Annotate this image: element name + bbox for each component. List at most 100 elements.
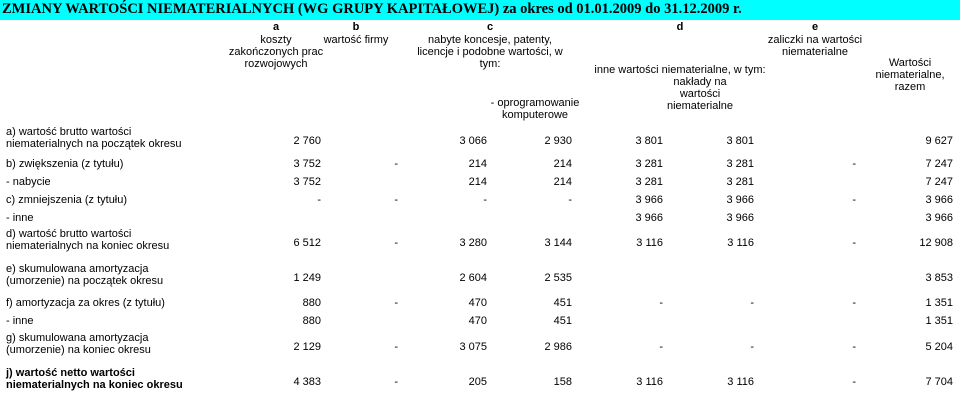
table-row: e) skumulowana amortyzacja (umorzenie) n… [0, 263, 960, 291]
row-value: 3 116 [727, 237, 754, 249]
row-value: 3 281 [635, 176, 663, 188]
row-value: 3 281 [635, 158, 663, 170]
row-value: 7 247 [925, 176, 953, 188]
row-value: 3 966 [726, 194, 754, 206]
row-value: 1 351 [925, 297, 953, 309]
row-value: 2 930 [544, 135, 572, 147]
row-value: 3 966 [726, 212, 754, 224]
row-value: 880 [302, 297, 321, 309]
row-label: j) wartość netto wartości niematerialnyc… [6, 367, 183, 391]
row-value: - [852, 237, 856, 249]
table-row: a) wartość brutto wartości niematerialny… [0, 126, 960, 154]
row-value: 9 627 [925, 135, 953, 147]
row-value: 3 966 [635, 194, 663, 206]
report-title: ZMIANY WARTOŚCI NIEMATERIALNYCH (WG GRUP… [0, 0, 960, 20]
row-value: - [852, 297, 856, 309]
row-value: 470 [468, 315, 487, 327]
row-value: 470 [468, 297, 487, 309]
row-value: 3 966 [925, 194, 953, 206]
row-value: 2 604 [459, 272, 487, 284]
row-value: - [394, 158, 398, 170]
col-total-header: Wartości niematerialne, razem [875, 57, 945, 93]
row-value: 7 247 [925, 158, 953, 170]
table-row: b) zwiększenia (z tytułu) 3 752 - 214 214 3 2… [0, 157, 960, 171]
row-label: - nabycie [6, 176, 51, 188]
table-row: c) zmniejszenia (z tytułu) - - - - 3 966 3 966… [0, 193, 960, 207]
row-label: c) zmniejszenia (z tytułu) [6, 194, 128, 206]
row-value: 6 512 [293, 237, 321, 249]
row-value: - [852, 341, 856, 353]
row-value: - [394, 237, 398, 249]
row-value: 3 144 [544, 237, 572, 249]
row-value: 451 [553, 297, 572, 309]
row-value: 2 986 [544, 341, 572, 353]
row-value: - [317, 194, 321, 206]
row-value: 158 [553, 376, 572, 388]
row-label: - inne [6, 212, 34, 224]
col-d-sub-header: nakłady na wartości niematerialne [666, 76, 734, 112]
row-label: f) amortyzacja za okres (z tytułu) [6, 297, 165, 309]
table-row: d) wartość brutto wartości niematerialny… [0, 228, 960, 256]
row-value: 205 [468, 376, 487, 388]
row-value: 3 966 [925, 212, 953, 224]
row-label: b) zwiększenia (z tytułu) [6, 158, 124, 170]
row-value: 12 908 [919, 237, 953, 249]
row-value: 214 [553, 158, 572, 170]
row-value: 2 129 [293, 341, 321, 353]
col-c-sub-header: - oprogramowanie komputerowe [490, 97, 580, 121]
row-label: d) wartość brutto wartości niematerialny… [6, 228, 170, 252]
table-row: - nabycie 3 752 214 214 3 281 3 281 7 247 [0, 175, 960, 189]
col-e-header: zaliczki na wartości niematerialne [767, 34, 863, 58]
col-b-letter: b [352, 21, 360, 33]
row-value: - [852, 194, 856, 206]
row-value: 214 [553, 176, 572, 188]
row-value: 3 116 [727, 376, 754, 388]
row-label: - inne [6, 315, 34, 327]
row-value: - [659, 341, 663, 353]
row-value: - [852, 376, 856, 388]
row-value: - [659, 297, 663, 309]
row-value: 3 075 [459, 341, 487, 353]
row-label: e) skumulowana amortyzacja (umorzenie) n… [6, 263, 164, 287]
row-value: 2 760 [293, 135, 321, 147]
row-value: - [568, 194, 572, 206]
row-value: - [750, 297, 754, 309]
table-row: g) skumulowana amortyzacja (umorzenie) n… [0, 332, 960, 360]
table-row: f) amortyzacja za okres (z tytułu) 880 - 47… [0, 296, 960, 310]
row-value: 451 [553, 315, 572, 327]
row-value: - [394, 376, 398, 388]
row-value: 3 280 [459, 237, 487, 249]
row-value: 214 [468, 176, 487, 188]
row-value: 3 281 [726, 158, 754, 170]
table-row: j) wartość netto wartości niematerialnyc… [0, 367, 960, 395]
row-value: 7 704 [925, 376, 953, 388]
row-value: 214 [468, 158, 487, 170]
col-d-header: inne wartości niematerialne, w tym: [594, 64, 766, 76]
col-b-header: wartość firmy [323, 34, 389, 46]
row-value: 3 116 [636, 376, 663, 388]
table-row: - inne 3 966 3 966 3 966 [0, 211, 960, 225]
row-value: 1 351 [925, 315, 953, 327]
row-value: 3 752 [293, 158, 321, 170]
row-value: - [852, 158, 856, 170]
col-a-header: koszty zakończonych prac rozwojowych [228, 34, 324, 70]
table-row: - inne 880 470 451 1 351 [0, 314, 960, 328]
col-e-letter: e [811, 21, 819, 33]
row-value: - [483, 194, 487, 206]
row-value: 3 801 [726, 135, 754, 147]
row-value: 3 853 [925, 272, 953, 284]
col-c-header: nabyte koncesje, patenty, licencje i pod… [417, 34, 563, 70]
col-c-letter: c [486, 21, 494, 33]
col-a-letter: a [272, 21, 280, 33]
row-value: - [750, 341, 754, 353]
row-value: 2 535 [544, 272, 572, 284]
row-value: - [394, 341, 398, 353]
row-value: 5 204 [925, 341, 953, 353]
row-value: 3 116 [636, 237, 663, 249]
row-value: 3 066 [459, 135, 487, 147]
row-value: 3 281 [726, 176, 754, 188]
row-value: 3 752 [293, 176, 321, 188]
row-value: 3 966 [635, 212, 663, 224]
row-value: 1 249 [293, 272, 321, 284]
row-value: 880 [302, 315, 321, 327]
